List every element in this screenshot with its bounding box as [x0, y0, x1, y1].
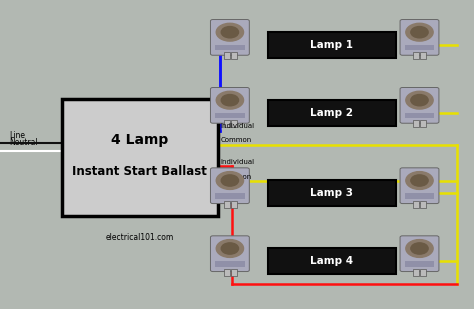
Text: Instant Start Ballast: Instant Start Ballast	[73, 165, 207, 178]
Bar	[405, 264, 434, 267]
FancyBboxPatch shape	[400, 87, 439, 123]
Bar	[420, 121, 426, 127]
Bar	[405, 116, 434, 118]
Circle shape	[411, 27, 428, 38]
Circle shape	[406, 171, 433, 189]
Text: Lamp 2: Lamp 2	[310, 108, 353, 118]
Text: Individual: Individual	[220, 159, 255, 165]
FancyBboxPatch shape	[210, 19, 249, 55]
Bar	[224, 201, 230, 208]
Text: Lamp 3: Lamp 3	[310, 188, 353, 198]
FancyBboxPatch shape	[400, 236, 439, 272]
Circle shape	[216, 91, 244, 109]
Bar	[215, 116, 245, 118]
Circle shape	[221, 27, 238, 38]
Text: Line: Line	[9, 131, 26, 140]
Bar	[413, 269, 419, 276]
Circle shape	[411, 243, 428, 254]
Circle shape	[411, 95, 428, 106]
Text: Lamp 1: Lamp 1	[310, 40, 353, 50]
Bar	[224, 53, 230, 59]
Bar	[215, 193, 245, 196]
Bar	[413, 201, 419, 208]
Bar	[215, 264, 245, 267]
Text: electrical101.com: electrical101.com	[106, 233, 174, 243]
Bar	[224, 121, 230, 127]
Bar	[268, 100, 396, 126]
Bar	[215, 261, 245, 264]
FancyBboxPatch shape	[400, 19, 439, 55]
Circle shape	[406, 239, 433, 257]
Circle shape	[216, 23, 244, 41]
Circle shape	[221, 175, 238, 186]
Circle shape	[216, 239, 244, 257]
Text: Individual: Individual	[220, 123, 255, 129]
Text: Lamp 4: Lamp 4	[310, 256, 353, 266]
Bar	[224, 269, 230, 276]
Bar	[268, 32, 396, 58]
Bar	[62, 99, 218, 216]
Circle shape	[411, 175, 428, 186]
Circle shape	[406, 91, 433, 109]
Circle shape	[406, 23, 433, 41]
Text: Common: Common	[220, 138, 252, 143]
Bar	[413, 53, 419, 59]
Bar	[230, 121, 237, 127]
Bar	[405, 48, 434, 50]
Bar	[405, 261, 434, 264]
Bar	[215, 48, 245, 50]
Bar	[230, 201, 237, 208]
FancyBboxPatch shape	[210, 168, 249, 204]
Bar	[215, 45, 245, 48]
Circle shape	[221, 95, 238, 106]
Bar	[405, 193, 434, 196]
Circle shape	[221, 243, 238, 254]
Bar	[405, 113, 434, 116]
Bar	[420, 269, 426, 276]
Bar	[268, 180, 396, 206]
Bar	[215, 196, 245, 199]
Bar	[420, 53, 426, 59]
Bar	[230, 269, 237, 276]
Text: Neutral: Neutral	[9, 138, 38, 147]
Bar	[230, 53, 237, 59]
Bar	[405, 45, 434, 48]
Bar	[405, 196, 434, 199]
Circle shape	[216, 171, 244, 189]
Text: Common: Common	[220, 174, 252, 180]
Bar	[413, 121, 419, 127]
FancyBboxPatch shape	[400, 168, 439, 204]
Bar	[215, 113, 245, 116]
FancyBboxPatch shape	[210, 87, 249, 123]
FancyBboxPatch shape	[210, 236, 249, 272]
Bar	[420, 201, 426, 208]
Bar	[268, 248, 396, 274]
Text: 4 Lamp: 4 Lamp	[111, 133, 168, 147]
